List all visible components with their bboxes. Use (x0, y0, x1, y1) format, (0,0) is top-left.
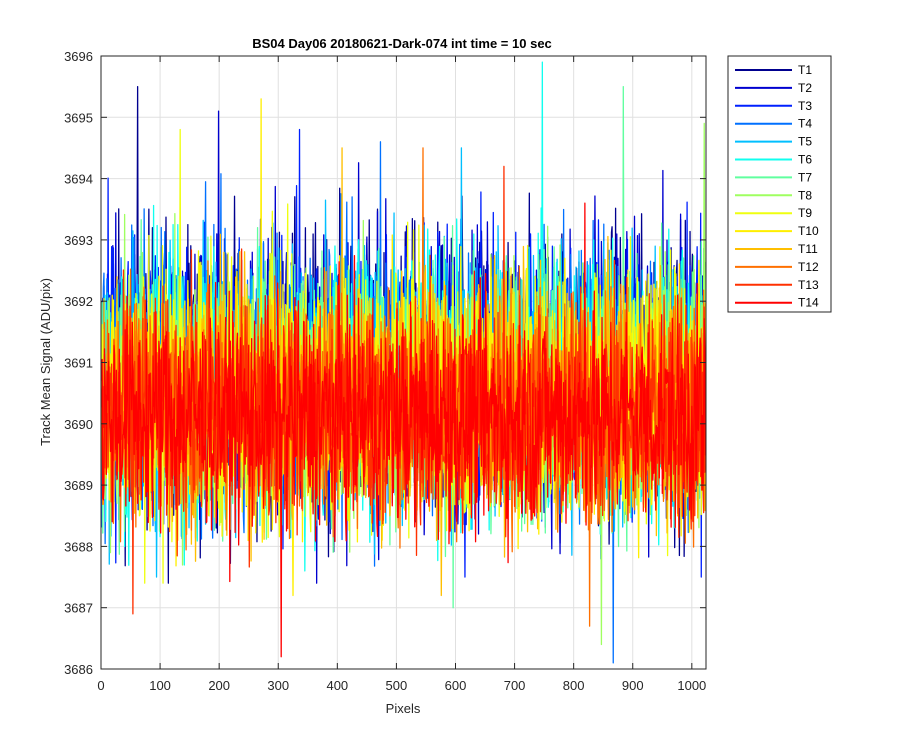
x-axis-label: Pixels (386, 701, 421, 716)
legend-label-T3: T3 (798, 99, 812, 113)
y-tick-label: 3695 (64, 110, 93, 125)
y-tick-label: 3691 (64, 356, 93, 371)
legend-label-T2: T2 (798, 81, 812, 95)
x-tick-label: 400 (326, 678, 348, 693)
x-tick-label: 700 (504, 678, 526, 693)
legend-label-T13: T13 (798, 278, 819, 292)
y-tick-label: 3686 (64, 662, 93, 677)
y-tick-label: 3689 (64, 478, 93, 493)
y-tick-label: 3687 (64, 601, 93, 616)
series-line-T14 (101, 202, 706, 658)
y-tick-label: 3690 (64, 417, 93, 432)
x-tick-label: 200 (208, 678, 230, 693)
x-tick-label: 0 (97, 678, 104, 693)
legend-label-T8: T8 (798, 188, 812, 202)
legend-label-T9: T9 (798, 206, 812, 220)
legend-box (727, 55, 832, 313)
y-tick-label: 3694 (64, 172, 93, 187)
legend-label-T7: T7 (798, 170, 812, 184)
legend: T1 T2 T3 T4 T5 T6 T7 T8 T9 T10 T11 T12 T13 T14 (727, 55, 832, 313)
y-tick-label: 3692 (64, 294, 93, 309)
x-tick-label: 800 (563, 678, 585, 693)
legend-label-T11: T11 (798, 242, 818, 256)
ticks: 0 100 200 300 400 500 600 700 800 900 1000 3686 3687… (64, 49, 706, 693)
legend-label-T1: T1 (798, 63, 812, 77)
legend-label-T6: T6 (798, 153, 812, 167)
legend-label-T10: T10 (798, 224, 819, 238)
x-tick-label: 100 (149, 678, 171, 693)
y-tick-label: 3688 (64, 539, 93, 554)
x-tick-label: 500 (386, 678, 408, 693)
y-axis-label: Track Mean Signal (ADU/pix) (38, 278, 53, 446)
chart-title: BS04 Day06 20180621-Dark-074 int time = … (252, 36, 552, 51)
x-tick-label: 900 (622, 678, 644, 693)
series-layer (101, 61, 706, 664)
x-tick-label: 1000 (677, 678, 706, 693)
x-tick-label: 300 (267, 678, 289, 693)
x-tick-label: 600 (445, 678, 467, 693)
legend-label-T4: T4 (798, 117, 812, 131)
y-tick-label: 3693 (64, 233, 93, 248)
legend-label-T5: T5 (798, 135, 812, 149)
y-tick-label: 3696 (64, 49, 93, 64)
legend-label-T12: T12 (798, 260, 819, 274)
legend-label-T14: T14 (798, 296, 819, 310)
